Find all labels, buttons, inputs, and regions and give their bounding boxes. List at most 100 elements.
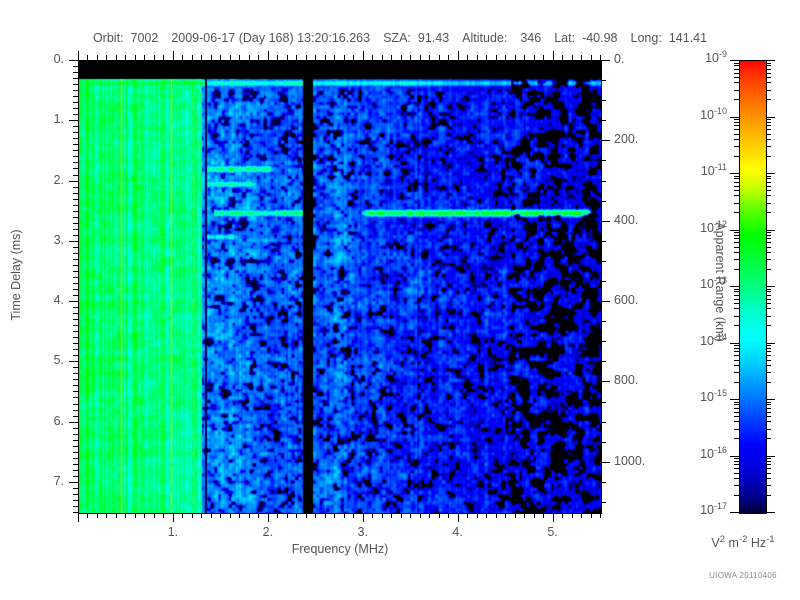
colorbar-tick-exponent: -10 — [713, 105, 727, 116]
y-axis-left-minor-tick — [73, 319, 78, 320]
x-axis-minor-tick — [382, 513, 383, 518]
colorbar-minor-tick-right — [766, 402, 771, 403]
x-axis-top-tick — [268, 51, 269, 60]
colorbar-major-tick-right — [766, 512, 775, 513]
colorbar-minor-tick — [734, 372, 739, 373]
y-axis-left-minor-tick — [73, 391, 78, 392]
y-axis-left-tick-label: 0. — [53, 52, 64, 66]
colorbar-minor-tick-right — [766, 203, 771, 204]
colorbar-minor-tick — [734, 458, 739, 459]
x-axis-minor-tick — [182, 513, 183, 518]
colorbar-tick-mantissa: 10 — [705, 51, 719, 65]
colorbar-minor-tick — [734, 203, 739, 204]
colorbar-minor-tick — [734, 478, 739, 479]
colorbar-minor-tick-right — [766, 176, 771, 177]
y-axis-left-major-tick — [69, 422, 78, 423]
y-axis-right-major-tick — [601, 221, 610, 222]
x-axis-top-tick — [106, 55, 107, 60]
colorbar-tick-exponent: -16 — [713, 444, 727, 455]
colorbar-minor-tick — [734, 303, 739, 304]
y-axis-right-minor-tick — [601, 100, 606, 101]
colorbar-minor-tick-right — [766, 146, 771, 147]
y-axis-right-tick-label: 0. — [614, 52, 625, 66]
x-axis-top-tick — [401, 55, 402, 60]
y-axis-right-minor-tick — [601, 341, 606, 342]
y-axis-left-minor-tick — [73, 506, 78, 507]
colorbar-minor-tick — [734, 348, 739, 349]
colorbar-minor-tick — [734, 82, 739, 83]
colorbar-minor-tick — [734, 129, 739, 130]
y-axis-right-minor-tick — [601, 261, 606, 262]
colorbar-minor-tick — [734, 291, 739, 292]
y-axis-right-minor-tick — [601, 422, 606, 423]
x-axis-tick-label: 2. — [262, 525, 274, 539]
colorbar-minor-tick-right — [766, 139, 771, 140]
y-axis-left-minor-tick — [73, 72, 78, 73]
x-axis-major-tick — [78, 513, 79, 522]
colorbar-minor-tick-right — [766, 122, 771, 123]
colorbar-tick-exponent: -14 — [713, 331, 727, 342]
x-axis-top-tick — [154, 55, 155, 60]
colorbar-minor-tick-right — [766, 421, 771, 422]
y-axis-left-tick-label: 3. — [53, 232, 64, 247]
x-axis-top-tick — [534, 55, 535, 60]
colorbar-minor-tick-right — [766, 90, 771, 91]
colorbar-minor-tick-right — [766, 468, 771, 469]
x-axis-top-tick — [363, 51, 364, 60]
colorbar-tick-mantissa: 10 — [700, 390, 714, 404]
colorbar-minor-tick-right — [766, 473, 771, 474]
colorbar-minor-tick — [734, 212, 739, 213]
colorbar-major-tick-right — [766, 230, 775, 231]
y-axis-left-minor-tick — [73, 187, 78, 188]
y-axis-left-major-tick — [69, 301, 78, 302]
y-axis-left-tick-label: 6. — [53, 413, 64, 428]
x-axis-top-tick — [211, 55, 212, 60]
x-axis-top-tick — [543, 55, 544, 60]
x-axis-top-tick — [591, 55, 592, 60]
colorbar-minor-tick — [734, 146, 739, 147]
colorbar[interactable] — [739, 60, 767, 514]
colorbar-minor-tick-right — [766, 429, 771, 430]
colorbar-minor-tick-right — [766, 252, 771, 253]
y-axis-left-tick-label: 7. — [53, 473, 64, 488]
y-axis-left-minor-tick — [73, 337, 78, 338]
y-axis-left-minor-tick — [73, 470, 78, 471]
colorbar-minor-tick-right — [766, 382, 771, 383]
x-axis-minor-tick — [334, 513, 335, 518]
latitude-label: Lat: — [554, 31, 576, 45]
y-axis-right-minor-tick — [601, 160, 606, 161]
colorbar-minor-tick-right — [766, 69, 771, 70]
colorbar-minor-tick-right — [766, 412, 771, 413]
y-axis-left-minor-tick — [73, 193, 78, 194]
radargram-plot-area[interactable] — [78, 60, 602, 514]
colorbar-major-tick — [730, 512, 739, 513]
colorbar-minor-tick — [734, 495, 739, 496]
y-axis-right-major-tick — [601, 60, 610, 61]
unit-hz: Hz — [747, 536, 767, 550]
colorbar-minor-tick — [734, 345, 739, 346]
y-axis-left-minor-tick — [73, 416, 78, 417]
colorbar-minor-tick-right — [766, 355, 771, 356]
x-axis-minor-tick — [344, 513, 345, 518]
colorbar-minor-tick — [734, 404, 739, 405]
y-axis-left-minor-tick — [73, 458, 78, 459]
colorbar-major-tick-right — [766, 456, 775, 457]
x-axis-top-tick — [182, 55, 183, 60]
colorbar-minor-tick-right — [766, 134, 771, 135]
colorbar-minor-tick — [734, 139, 739, 140]
colorbar-minor-tick — [734, 232, 739, 233]
colorbar-major-tick — [730, 343, 739, 344]
colorbar-minor-tick — [734, 252, 739, 253]
colorbar-unit-label: V2 m-2 Hz-1 — [686, 535, 800, 550]
x-axis-tick-label: 3. — [357, 525, 368, 539]
colorbar-minor-tick-right — [766, 299, 771, 300]
sza-value: 91.43 — [417, 31, 450, 45]
colorbar-minor-tick-right — [766, 408, 771, 409]
x-axis-minor-tick — [372, 513, 373, 518]
colorbar-minor-tick — [734, 365, 739, 366]
x-axis-top-tick — [78, 51, 79, 60]
x-axis-top-tick — [372, 55, 373, 60]
colorbar-minor-tick-right — [766, 485, 771, 486]
x-axis-minor-tick — [306, 513, 307, 518]
x-axis-minor-tick — [249, 513, 250, 518]
